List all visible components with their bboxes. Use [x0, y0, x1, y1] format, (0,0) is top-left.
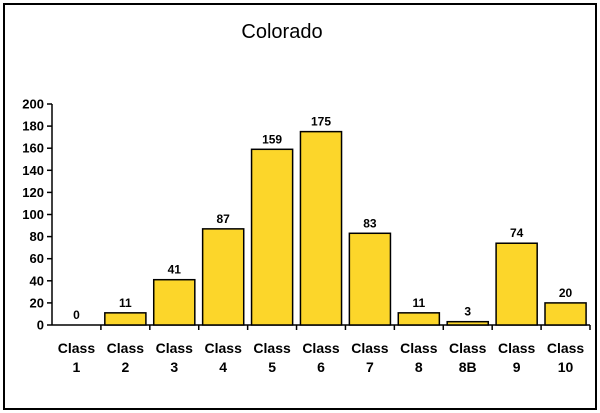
x-tick-label-line2: 2	[121, 359, 129, 375]
x-tick-label-line2: 7	[366, 359, 374, 375]
y-tick-label: 200	[22, 97, 44, 112]
bars	[104, 130, 587, 326]
bar	[250, 148, 294, 326]
y-tick-label: 180	[22, 119, 44, 134]
x-tick-label: Class	[400, 340, 438, 356]
y-tick-label: 80	[30, 229, 44, 244]
y-tick-label: 20	[30, 295, 44, 310]
y-tick-label: 140	[22, 163, 44, 178]
data-label: 175	[311, 115, 331, 129]
bar	[544, 302, 587, 326]
data-label: 3	[464, 305, 471, 319]
y-tick-label: 40	[30, 273, 44, 288]
x-tick-label: Class	[547, 340, 585, 356]
bar	[348, 232, 392, 326]
y-tick-label: 60	[30, 251, 44, 266]
data-label: 83	[363, 216, 377, 230]
data-label: 74	[510, 226, 524, 240]
data-label: 11	[412, 296, 425, 310]
x-tick-label-line2: 1	[73, 359, 81, 375]
chart-title: Colorado	[241, 21, 322, 43]
x-tick-label: Class	[156, 340, 194, 356]
data-label: 41	[168, 263, 182, 277]
x-ticks: Class 1 Class 2 Class 3 Class 4 Class 5 Class 6 Clas…	[58, 325, 591, 375]
x-tick-label: Class	[58, 340, 96, 356]
bar	[201, 228, 245, 326]
x-tick-label-line2: 10	[558, 359, 574, 375]
data-label: 87	[217, 212, 231, 226]
data-label: 159	[262, 132, 282, 146]
x-tick-label: Class	[449, 340, 487, 356]
x-tick-label-line2: 6	[317, 359, 325, 375]
x-tick-label: Class	[351, 340, 389, 356]
y-tick-label: 0	[37, 318, 44, 333]
x-tick-label-line2: 4	[219, 359, 227, 375]
x-tick-label: Class	[498, 340, 536, 356]
bar	[495, 242, 538, 326]
x-tick-label: Class	[205, 340, 243, 356]
x-tick-label-line2: 8B	[459, 359, 477, 375]
x-tick-label: Class	[302, 340, 340, 356]
y-ticks: 0 20 40 60 80 100 120 140 160 180 200	[22, 97, 52, 333]
x-tick-label-line2: 5	[268, 359, 276, 375]
bar	[299, 130, 343, 326]
x-tick-label-line2: 8	[415, 359, 423, 375]
x-tick-label-line2: 9	[513, 359, 521, 375]
x-tick-label: Class	[107, 340, 145, 356]
bar	[152, 278, 196, 326]
data-label: 11	[119, 296, 132, 310]
bar	[446, 320, 490, 326]
data-label: 0	[73, 308, 80, 322]
y-tick-label: 100	[22, 207, 44, 222]
y-tick-label: 120	[22, 185, 44, 200]
data-label: 20	[559, 286, 573, 300]
bar	[397, 312, 441, 326]
x-tick-label: Class	[253, 340, 291, 356]
y-tick-label: 160	[22, 141, 44, 156]
data-labels: 0 11 41 87 159 175 83 11 3 74 20	[73, 115, 572, 322]
x-tick-label-line2: 3	[170, 359, 178, 375]
bar	[104, 312, 147, 326]
